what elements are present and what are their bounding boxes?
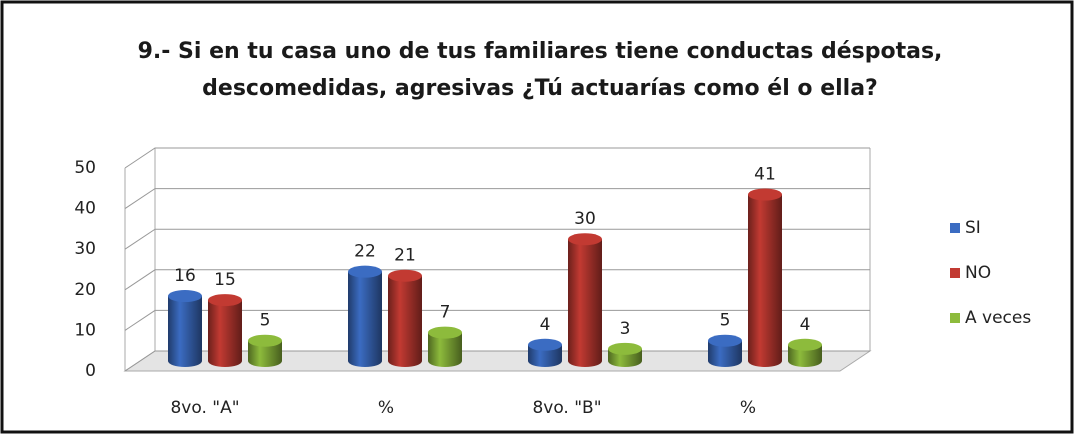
bar-top [428, 326, 462, 339]
grid-line [124, 309, 870, 331]
y-tick-label: 0 [85, 361, 96, 381]
data-label: 4 [800, 315, 811, 335]
bar [348, 265, 382, 367]
bar [528, 338, 562, 367]
bar-body [248, 340, 282, 367]
grid-line [124, 228, 870, 250]
legend-swatch [950, 313, 960, 323]
data-label: 4 [540, 315, 551, 335]
bar-top [748, 188, 782, 201]
bar [788, 338, 822, 367]
bar [248, 334, 282, 367]
bar-top [708, 334, 742, 347]
data-label: 41 [754, 165, 776, 185]
data-label: 21 [394, 246, 416, 266]
bar [388, 269, 422, 367]
y-tick-label: 10 [74, 320, 96, 340]
bar-body [748, 194, 782, 367]
bar-body [528, 344, 562, 367]
x-tick-label: % [740, 398, 756, 418]
legend-swatch [950, 223, 960, 233]
bar [168, 290, 202, 367]
bar-body [388, 275, 422, 367]
bar-top [568, 233, 602, 246]
bar-top [348, 265, 382, 278]
bar [208, 294, 242, 367]
x-tick-label: 8vo. "B" [532, 398, 601, 418]
bar-body [708, 340, 742, 367]
data-label: 5 [260, 311, 271, 331]
bar-top [788, 338, 822, 351]
legend-swatch [950, 268, 960, 278]
data-label: 7 [440, 303, 451, 323]
bar-body [788, 344, 822, 367]
grid-line [124, 269, 870, 291]
data-label: 16 [174, 266, 196, 286]
legend-label: SI [965, 218, 981, 238]
bar-top [388, 269, 422, 282]
bar-body [568, 239, 602, 367]
data-label: 30 [574, 209, 596, 229]
chart-title: 9.- Si en tu casa uno de tus familiares … [138, 39, 943, 64]
legend-label: A veces [965, 308, 1031, 328]
data-label: 3 [620, 319, 631, 339]
bar [708, 334, 742, 367]
bar-top [208, 294, 242, 307]
chart-subtitle: descomedidas, agresivas ¿Tú actuarías co… [202, 76, 878, 101]
bar-top [608, 342, 642, 355]
y-tick-label: 30 [74, 239, 96, 259]
grid-line [124, 188, 870, 210]
x-tick-label: 8vo. "A" [170, 398, 239, 418]
legend-label: NO [965, 263, 991, 283]
bar-body [168, 296, 202, 367]
bar [608, 342, 642, 367]
data-label: 22 [354, 242, 376, 262]
bar-top [528, 338, 562, 351]
x-tick-label: % [378, 398, 394, 418]
bar-body [428, 332, 462, 367]
bar-body [348, 271, 382, 367]
y-tick-label: 40 [74, 199, 96, 219]
y-tick-label: 50 [74, 158, 96, 178]
grid-line [124, 147, 870, 169]
data-label: 15 [214, 270, 236, 290]
bar-top [168, 290, 202, 303]
bar [748, 188, 782, 367]
bar [568, 233, 602, 367]
bar-top [248, 334, 282, 347]
bar-body [208, 300, 242, 367]
bar [428, 326, 462, 367]
y-tick-label: 20 [74, 280, 96, 300]
data-label: 5 [720, 311, 731, 331]
